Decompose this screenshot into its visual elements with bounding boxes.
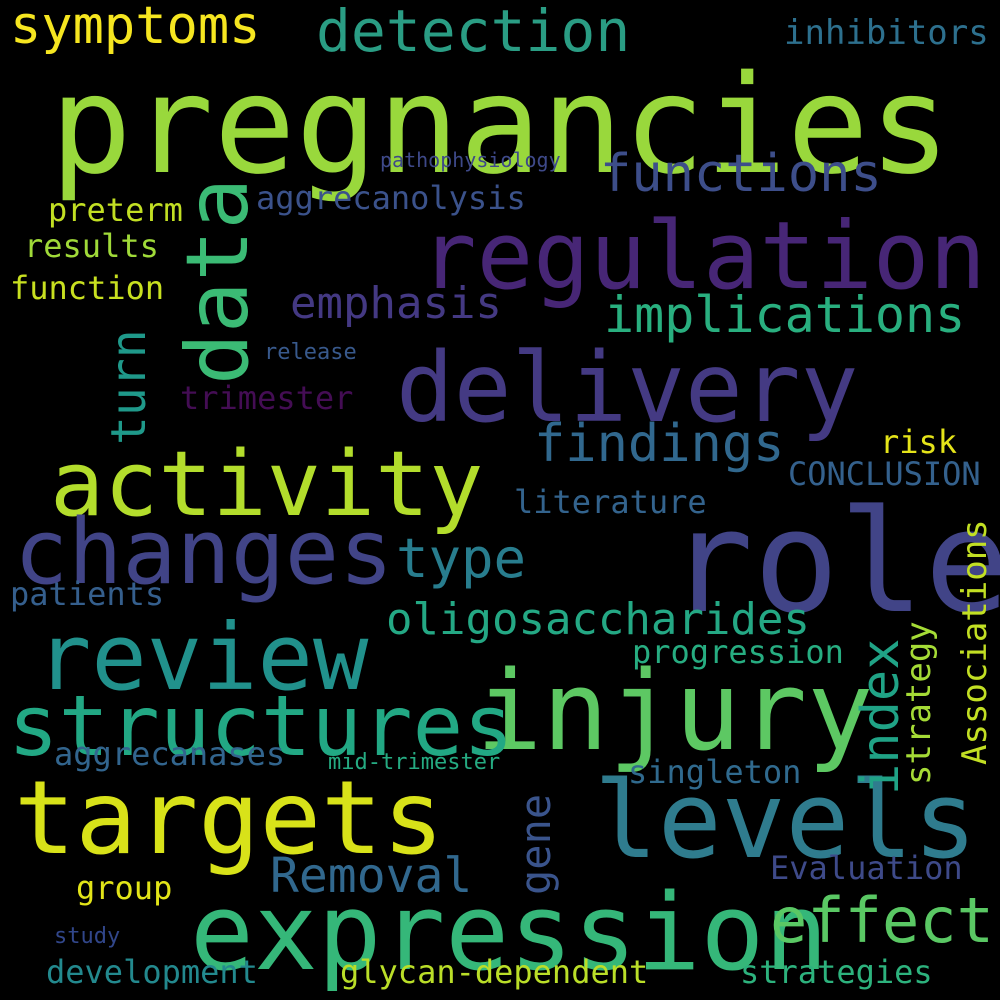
- word-trimester: trimester: [180, 379, 354, 417]
- word-aggrecanases: aggrecanases: [54, 735, 286, 773]
- word-results: results: [24, 227, 159, 265]
- word-removal: Removal: [270, 848, 473, 904]
- word-evaluation: Evaluation: [770, 849, 963, 887]
- word-detection: detection: [316, 0, 631, 65]
- word-structures: structures: [8, 677, 514, 775]
- word-levels: levels: [594, 759, 977, 882]
- word-mid-trimester: mid-trimester: [328, 750, 501, 775]
- word-glycan-dependent: glycan-dependent: [340, 953, 649, 991]
- word-implications: implications: [604, 286, 966, 344]
- word-literature: literature: [514, 483, 707, 521]
- word-changes: changes: [14, 500, 394, 605]
- word-strategy: strategy: [899, 621, 939, 785]
- word-data: data: [168, 177, 268, 385]
- word-gene: gene: [511, 793, 560, 895]
- word-expression: expression: [190, 871, 829, 994]
- word-conclusion: CONCLUSION: [788, 455, 981, 493]
- word-type: type: [396, 527, 527, 590]
- word-oligosaccharides: oligosaccharides: [386, 594, 810, 645]
- word-associations: Associations: [955, 519, 995, 765]
- word-pathophysiology: pathophysiology: [380, 148, 561, 172]
- word-role: role: [668, 480, 1000, 645]
- word-turn: turn: [101, 329, 157, 445]
- word-injury: injury: [476, 647, 874, 775]
- word-activity: activity: [50, 432, 484, 537]
- word-symptoms: symptoms: [10, 0, 261, 56]
- word-effect: effect: [770, 884, 994, 957]
- word-aggrecanolysis: aggrecanolysis: [256, 179, 526, 217]
- word-review: review: [36, 604, 369, 711]
- word-group: group: [76, 869, 173, 907]
- word-development: development: [46, 953, 258, 991]
- word-study: study: [54, 924, 121, 949]
- word-inhibitors: inhibitors: [784, 13, 989, 53]
- word-functions: functions: [600, 144, 882, 204]
- word-risk: risk: [880, 423, 958, 461]
- word-singleton: singleton: [628, 753, 802, 791]
- word-emphasis: emphasis: [290, 278, 502, 329]
- word-progression: progression: [632, 633, 844, 671]
- word-regulation: regulation: [420, 202, 986, 311]
- word-targets: targets: [14, 759, 444, 878]
- word-function: function: [10, 269, 165, 307]
- word-patients: patients: [10, 575, 165, 613]
- word-delivery: delivery: [396, 332, 859, 444]
- word-findings: findings: [534, 414, 785, 474]
- word-preterm: preterm: [48, 191, 183, 229]
- word-pregnancies: pregnancies: [50, 47, 951, 205]
- word-release: release: [264, 340, 357, 365]
- word-strategies: strategies: [740, 953, 933, 991]
